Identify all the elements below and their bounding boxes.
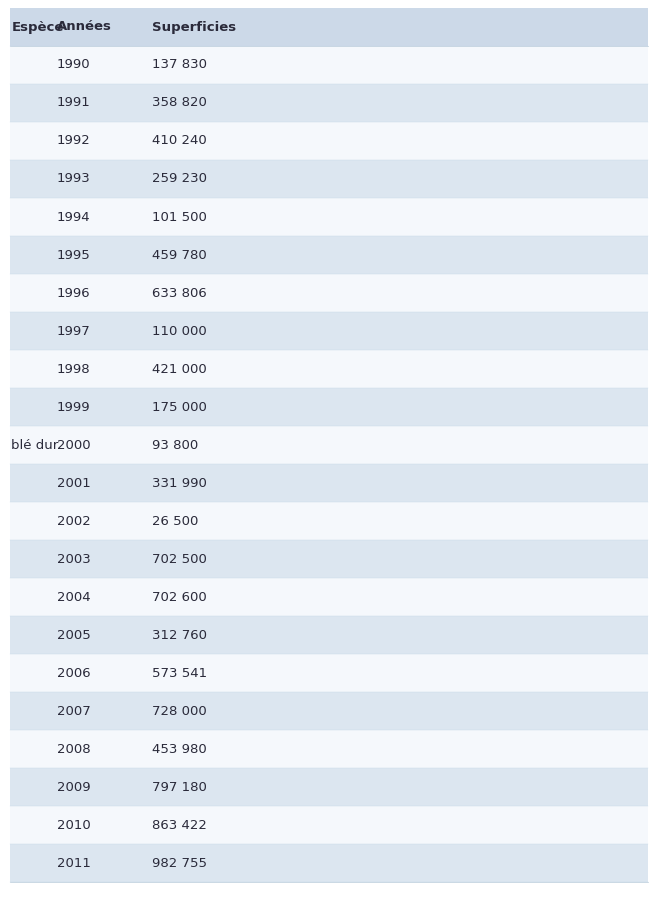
Bar xyxy=(10,350,648,388)
Text: 573 541: 573 541 xyxy=(152,667,207,680)
Text: 1990: 1990 xyxy=(57,59,91,72)
Bar xyxy=(10,502,648,540)
Bar xyxy=(10,768,648,806)
Text: Années: Années xyxy=(57,20,112,33)
Text: 1991: 1991 xyxy=(57,97,91,110)
Text: 331 990: 331 990 xyxy=(152,476,207,489)
Bar xyxy=(10,46,648,84)
Text: 1995: 1995 xyxy=(57,249,91,262)
Text: 797 180: 797 180 xyxy=(152,780,207,794)
Bar xyxy=(10,274,648,312)
Text: 633 806: 633 806 xyxy=(152,286,207,299)
Text: 410 240: 410 240 xyxy=(152,134,207,147)
Bar xyxy=(10,426,648,464)
Text: 982 755: 982 755 xyxy=(152,857,207,869)
Text: 312 760: 312 760 xyxy=(152,628,207,642)
Bar xyxy=(10,578,648,616)
Text: 1993: 1993 xyxy=(57,172,91,185)
Text: blé dur: blé dur xyxy=(11,438,59,451)
Text: 2005: 2005 xyxy=(57,628,91,642)
Bar xyxy=(10,616,648,654)
Text: 2004: 2004 xyxy=(57,590,91,603)
Bar xyxy=(10,806,648,844)
Bar xyxy=(10,198,648,236)
Text: 2007: 2007 xyxy=(57,705,91,717)
Text: 421 000: 421 000 xyxy=(152,363,207,376)
Text: 110 000: 110 000 xyxy=(152,324,207,337)
Text: 1999: 1999 xyxy=(57,401,91,414)
Text: 137 830: 137 830 xyxy=(152,59,207,72)
Bar xyxy=(10,654,648,692)
Bar xyxy=(10,388,648,426)
Bar xyxy=(10,122,648,160)
Text: 259 230: 259 230 xyxy=(152,172,207,185)
Bar xyxy=(10,730,648,768)
Text: 1996: 1996 xyxy=(57,286,91,299)
Text: 2006: 2006 xyxy=(57,667,91,680)
Text: 702 600: 702 600 xyxy=(152,590,207,603)
Bar xyxy=(10,8,648,46)
Text: 2011: 2011 xyxy=(57,857,91,869)
Text: 459 780: 459 780 xyxy=(152,249,207,262)
Text: 26 500: 26 500 xyxy=(152,515,198,528)
Bar xyxy=(10,84,648,122)
Text: 1998: 1998 xyxy=(57,363,91,376)
Text: 2009: 2009 xyxy=(57,780,91,794)
Text: 702 500: 702 500 xyxy=(152,553,207,565)
Text: 2010: 2010 xyxy=(57,819,91,832)
Bar xyxy=(10,236,648,274)
Text: 1994: 1994 xyxy=(57,211,91,224)
Bar xyxy=(10,844,648,882)
Text: 358 820: 358 820 xyxy=(152,97,207,110)
Bar xyxy=(10,692,648,730)
Bar xyxy=(10,464,648,502)
Text: 2001: 2001 xyxy=(57,476,91,489)
Text: 1992: 1992 xyxy=(57,134,91,147)
Text: 728 000: 728 000 xyxy=(152,705,207,717)
Text: 1997: 1997 xyxy=(57,324,91,337)
Text: 93 800: 93 800 xyxy=(152,438,198,451)
Text: 2002: 2002 xyxy=(57,515,91,528)
Text: 175 000: 175 000 xyxy=(152,401,207,414)
Text: 2008: 2008 xyxy=(57,742,91,755)
Bar xyxy=(10,312,648,350)
Bar xyxy=(10,160,648,198)
Text: 2003: 2003 xyxy=(57,553,91,565)
Text: Espèce: Espèce xyxy=(12,20,64,33)
Text: 2000: 2000 xyxy=(57,438,91,451)
Text: Superficies: Superficies xyxy=(152,20,236,33)
Text: 863 422: 863 422 xyxy=(152,819,207,832)
Bar xyxy=(10,540,648,578)
Text: 453 980: 453 980 xyxy=(152,742,207,755)
Text: 101 500: 101 500 xyxy=(152,211,207,224)
